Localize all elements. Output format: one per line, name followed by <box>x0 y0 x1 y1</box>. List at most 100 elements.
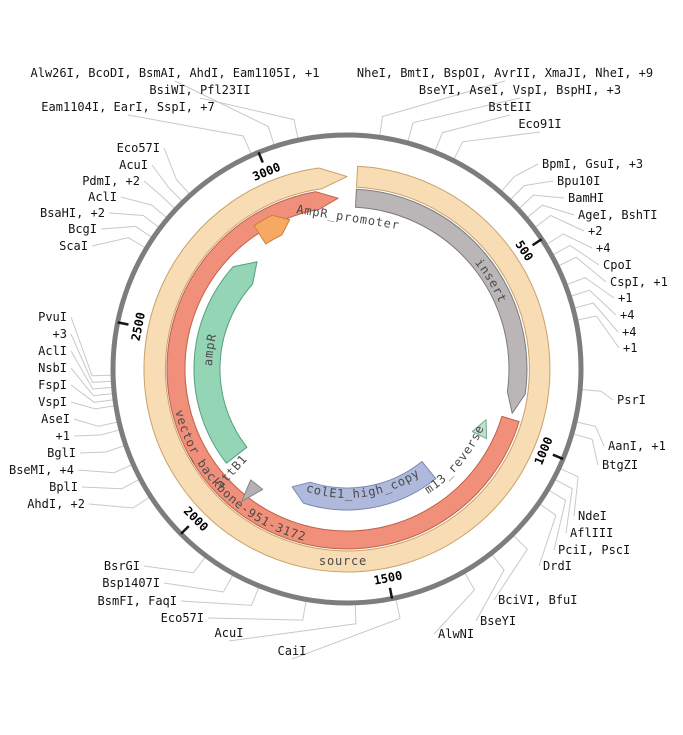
enzyme-label[interactable]: Eco91I <box>518 117 561 131</box>
feature-label-source: source <box>319 554 367 568</box>
enzyme-label[interactable]: AcuI <box>215 626 244 640</box>
enzyme-callout-line <box>500 163 539 192</box>
enzyme-callout-line <box>228 603 357 642</box>
enzyme-label[interactable]: AclI <box>38 344 67 358</box>
enzyme-label[interactable]: Alw26I, BcoDI, BsmAI, AhdI, Eam1105I, +1 <box>31 66 320 80</box>
enzyme-label[interactable]: BseYI <box>480 614 516 628</box>
enzyme-label[interactable]: BtgZI <box>602 458 638 472</box>
enzyme-label[interactable]: +1 <box>618 291 632 305</box>
enzyme-callout-line <box>151 164 183 202</box>
feature-cole1-high-copy[interactable] <box>291 461 437 511</box>
enzyme-label[interactable]: CpoI <box>603 258 632 272</box>
enzyme-callout-line <box>73 429 121 437</box>
plasmid-backbone-circle <box>110 132 584 606</box>
enzyme-label[interactable]: NheI, BmtI, BspOI, AvrII, XmaJI, NheI, +… <box>357 66 653 80</box>
enzyme-callout-line <box>143 556 206 574</box>
enzyme-callout-line <box>559 467 579 517</box>
enzyme-label[interactable]: BsaHI, +2 <box>40 206 105 220</box>
enzyme-callout-line <box>180 586 260 606</box>
enzyme-label[interactable]: BamHI <box>568 191 604 205</box>
enzyme-callout-line <box>433 572 476 635</box>
enzyme-callout-line <box>100 225 153 239</box>
tick-mark <box>531 238 543 247</box>
enzyme-callout-line <box>70 384 115 403</box>
enzyme-label[interactable]: AanI, +1 <box>608 439 666 453</box>
enzyme-callout-line <box>557 256 607 283</box>
enzyme-callout-line <box>91 237 146 249</box>
enzyme-label[interactable]: BstEII <box>488 100 531 114</box>
enzyme-label[interactable]: +2 <box>588 224 602 238</box>
enzyme-label[interactable]: BpmI, GsuI, +3 <box>542 157 643 171</box>
tick-mark <box>388 587 394 599</box>
enzyme-label[interactable]: NdeI <box>578 509 607 523</box>
enzyme-label[interactable]: BsmFI, FaqI <box>98 594 177 608</box>
enzyme-callout-line <box>434 114 511 152</box>
enzyme-label[interactable]: BciVI, BfuI <box>498 593 577 607</box>
enzyme-callout-line <box>575 421 605 447</box>
enzyme-label[interactable]: +4 <box>620 308 634 322</box>
enzyme-label[interactable]: +4 <box>596 241 610 255</box>
enzyme-label[interactable]: PsrI <box>617 393 646 407</box>
enzyme-callout-line <box>88 496 151 509</box>
enzyme-label[interactable]: BcgI <box>68 222 97 236</box>
enzyme-label[interactable]: Eco57I <box>161 611 204 625</box>
enzyme-label[interactable]: PvuI <box>38 310 67 324</box>
enzyme-label[interactable]: BplI <box>49 480 78 494</box>
enzyme-label[interactable]: BseYI, AseI, VspI, BspHI, +3 <box>419 83 621 97</box>
enzyme-label[interactable]: Bpu10I <box>557 174 600 188</box>
enzyme-label[interactable]: FspI <box>38 378 67 392</box>
enzyme-callout-line <box>453 131 541 160</box>
enzyme-label[interactable]: +3 <box>53 327 67 341</box>
enzyme-callout-line <box>526 204 575 219</box>
enzyme-label[interactable]: CaiI <box>278 644 307 658</box>
enzyme-callout-line <box>493 534 528 601</box>
feature-m13-reverse[interactable] <box>471 419 488 440</box>
enzyme-callout-line <box>77 464 133 474</box>
enzyme-label[interactable]: AflIII <box>570 526 613 540</box>
enzyme-callout-line <box>73 418 119 427</box>
enzyme-callout-line <box>407 97 521 143</box>
enzyme-label[interactable]: AseI <box>41 412 70 426</box>
enzyme-callout-line <box>70 333 113 383</box>
feature-attb1[interactable] <box>241 479 264 502</box>
enzyme-label[interactable]: +1 <box>56 429 70 443</box>
enzyme-label[interactable]: BsiWI, Pfl23II <box>149 83 250 97</box>
feature-ampr-promoter[interactable] <box>253 214 291 245</box>
feature-vector-backbone[interactable] <box>166 191 520 550</box>
enzyme-callout-line <box>379 80 506 137</box>
enzyme-callout-line <box>538 503 557 567</box>
enzyme-label[interactable]: AhdI, +2 <box>27 497 85 511</box>
enzyme-callout-line <box>143 180 176 210</box>
enzyme-callout-line <box>518 194 565 210</box>
enzyme-callout-line <box>572 433 599 466</box>
enzyme-label[interactable]: PciI, PscI <box>558 543 630 557</box>
tick-mark <box>552 453 564 461</box>
enzyme-label[interactable]: ScaI <box>59 239 88 253</box>
enzyme-label[interactable]: Bsp1407I <box>102 576 160 590</box>
enzyme-callout-line <box>127 114 252 155</box>
enzyme-label[interactable]: Eco57I <box>117 141 160 155</box>
enzyme-callout-line <box>70 367 114 397</box>
enzyme-label[interactable]: CspI, +1 <box>610 275 668 289</box>
enzyme-label[interactable]: BseMI, +4 <box>9 463 74 477</box>
feature-source[interactable] <box>143 165 551 573</box>
enzyme-label[interactable]: AgeI, BshTI <box>578 208 657 222</box>
enzyme-label[interactable]: Eam1104I, EarI, SspI, +7 <box>41 100 214 114</box>
enzyme-label[interactable]: BsrGI <box>104 559 140 573</box>
enzyme-callout-line <box>108 212 160 228</box>
enzyme-label[interactable]: AclI <box>88 190 117 204</box>
enzyme-label[interactable]: PdmI, +2 <box>82 174 140 188</box>
enzyme-label[interactable]: +4 <box>622 325 636 339</box>
enzyme-callout-line <box>207 600 307 621</box>
enzyme-label[interactable]: BglI <box>47 446 76 460</box>
tick-label: 1500 <box>372 568 403 587</box>
enzyme-label[interactable]: NsbI <box>38 361 67 375</box>
feature-ampr[interactable] <box>193 261 258 464</box>
enzyme-label[interactable]: VspI <box>38 395 67 409</box>
enzyme-callout-line <box>552 244 600 266</box>
enzyme-label[interactable]: AlwNI <box>438 627 474 641</box>
feature-insert[interactable] <box>355 188 528 414</box>
enzyme-label[interactable]: DrdI <box>543 559 572 573</box>
enzyme-label[interactable]: +1 <box>623 341 637 355</box>
enzyme-label[interactable]: AcuI <box>119 158 148 172</box>
